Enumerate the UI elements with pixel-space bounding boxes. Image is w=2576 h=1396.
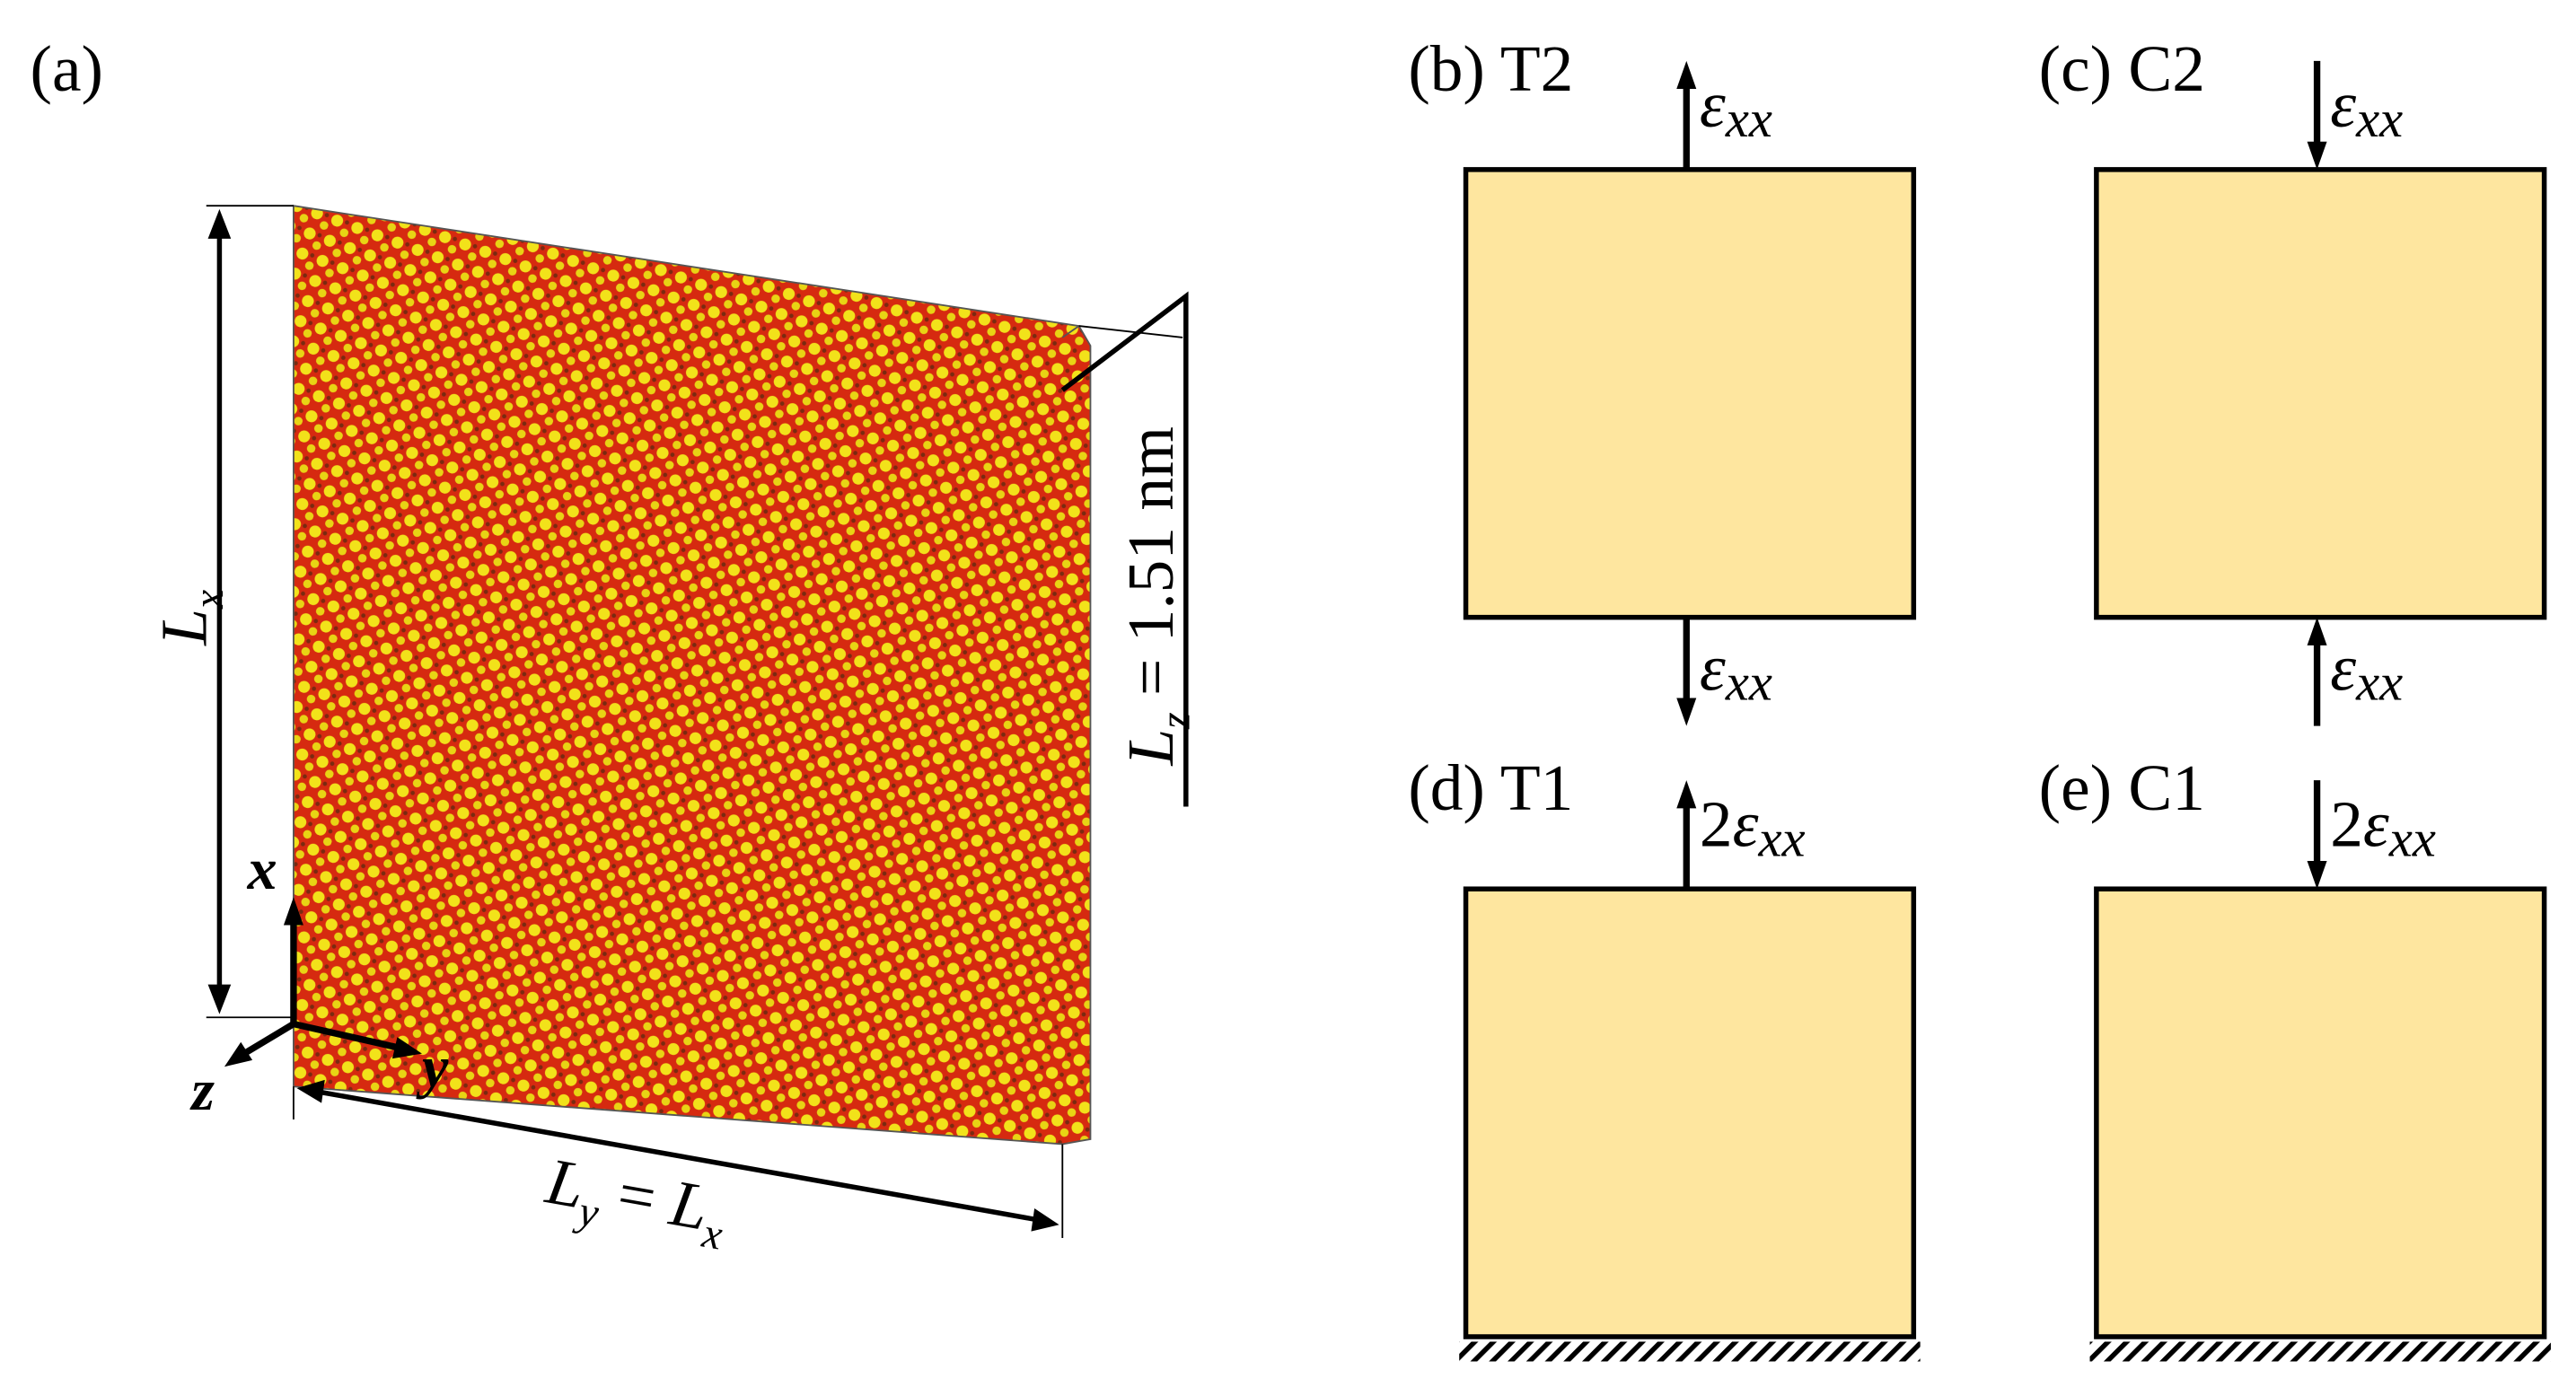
text-part: = 1.51 nm xyxy=(1114,426,1187,712)
strain-subscript: xx xyxy=(2355,653,2403,711)
arrow-head xyxy=(391,1037,422,1059)
panel-label: (a) xyxy=(31,32,103,105)
load-label: 2εxx xyxy=(1700,788,1806,868)
strain-symbol: ε xyxy=(1700,68,1726,141)
dimension-label: Lx xyxy=(148,590,233,646)
text-part: z xyxy=(1152,712,1199,730)
arrow-head xyxy=(2307,617,2327,645)
load-label: εxx xyxy=(1700,631,1772,711)
text-part: x xyxy=(186,590,233,610)
text-part: = xyxy=(596,1154,678,1237)
specimen xyxy=(1463,167,1917,620)
arrow-head xyxy=(207,984,232,1014)
arrow-head xyxy=(207,208,232,239)
specimen xyxy=(2094,886,2547,1339)
strain-subscript: xx xyxy=(1725,90,1772,148)
strain-symbol: ε xyxy=(2363,788,2389,861)
coefficient: 2 xyxy=(2330,788,2363,861)
axis-label: z xyxy=(189,1058,215,1123)
atomic-plate xyxy=(293,205,1092,1146)
arrow-head xyxy=(283,897,303,926)
load-label: εxx xyxy=(1700,68,1772,148)
coefficient: 2 xyxy=(1700,788,1733,861)
arrow-head xyxy=(1676,60,1697,90)
strain-symbol: ε xyxy=(1733,788,1759,861)
plate-edge xyxy=(1061,325,1080,338)
dimension-line xyxy=(316,1089,1039,1223)
panel-label: (c) C2 xyxy=(2039,32,2205,105)
arrow-head xyxy=(1676,780,1697,809)
arrow-head xyxy=(1031,1207,1059,1232)
panel-label: (d) T1 xyxy=(1408,751,1573,824)
text-part: L xyxy=(1114,729,1187,767)
load-label: εxx xyxy=(2330,631,2403,711)
arrow-head xyxy=(224,1041,253,1067)
arrow-head xyxy=(1676,698,1697,726)
fixed-support xyxy=(2089,1341,2551,1362)
dimension-label: Lz = 1.51 nm xyxy=(1114,426,1199,767)
axis-label: y xyxy=(416,1034,449,1100)
strain-symbol: ε xyxy=(2330,68,2356,141)
axis-label: x xyxy=(247,837,277,902)
strain-subscript: xx xyxy=(2355,90,2403,148)
strain-symbol: ε xyxy=(1700,631,1726,704)
arrow-head xyxy=(296,1079,325,1103)
dimension-line xyxy=(1060,291,1189,807)
specimen xyxy=(2094,167,2547,620)
load-label: 2εxx xyxy=(2330,788,2436,868)
fixed-support xyxy=(1459,1341,1921,1362)
load-label: εxx xyxy=(2330,68,2403,148)
arrow-head xyxy=(2307,861,2327,890)
y-axis-arrow xyxy=(293,1021,397,1050)
strain-symbol: ε xyxy=(2330,631,2356,704)
z-axis-arrow xyxy=(242,1021,295,1057)
strain-subscript: xx xyxy=(1725,653,1772,711)
panel-label: (e) C1 xyxy=(2039,751,2205,824)
specimen xyxy=(1463,886,1917,1339)
text-part: L xyxy=(148,609,221,646)
strain-subscript: xx xyxy=(1758,810,1806,868)
strain-subscript: xx xyxy=(2388,810,2436,868)
panel-label: (b) T2 xyxy=(1408,32,1573,105)
extension-line xyxy=(1078,325,1183,338)
arrow-head xyxy=(2307,141,2327,170)
